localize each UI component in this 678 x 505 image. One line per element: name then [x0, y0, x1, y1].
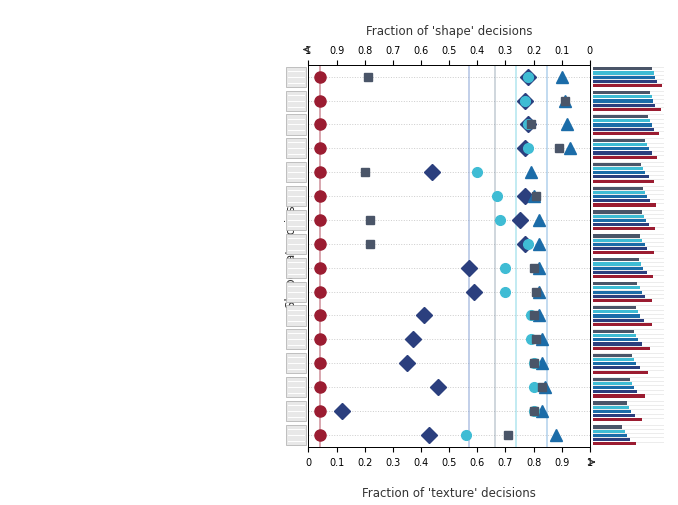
X-axis label: Fraction of 'texture' decisions: Fraction of 'texture' decisions — [362, 486, 536, 499]
FancyBboxPatch shape — [286, 425, 306, 445]
Bar — [593, 311, 638, 314]
Bar — [593, 283, 637, 286]
Bar — [593, 211, 641, 214]
Bar — [593, 267, 643, 270]
Bar — [593, 187, 643, 190]
Bar — [593, 128, 654, 131]
FancyBboxPatch shape — [286, 258, 306, 278]
Bar — [593, 215, 644, 218]
Bar — [593, 224, 649, 227]
Bar — [593, 195, 647, 199]
Bar — [593, 200, 650, 203]
Bar — [593, 235, 640, 238]
Bar — [593, 406, 629, 409]
Bar — [593, 263, 641, 266]
Bar — [593, 414, 635, 418]
Bar — [593, 191, 645, 194]
Bar — [593, 96, 652, 99]
Bar — [593, 378, 630, 381]
FancyBboxPatch shape — [286, 211, 306, 231]
Bar — [593, 334, 636, 337]
Bar — [593, 438, 631, 441]
X-axis label: Fraction of 'shape' decisions: Fraction of 'shape' decisions — [366, 25, 532, 38]
Bar — [593, 315, 640, 318]
Bar — [593, 76, 655, 80]
Bar — [593, 291, 641, 294]
FancyBboxPatch shape — [286, 234, 306, 255]
Bar — [593, 330, 634, 333]
FancyBboxPatch shape — [286, 115, 306, 135]
Bar — [593, 251, 654, 255]
FancyBboxPatch shape — [286, 139, 306, 159]
Bar — [593, 85, 662, 88]
Bar — [593, 401, 626, 405]
Bar — [593, 148, 649, 151]
FancyBboxPatch shape — [286, 354, 306, 374]
Bar — [593, 354, 632, 357]
Bar — [593, 157, 657, 160]
Bar — [593, 319, 644, 322]
Bar — [593, 124, 652, 127]
Bar — [593, 323, 652, 326]
Bar — [593, 371, 648, 374]
Bar — [593, 299, 652, 302]
Bar — [593, 168, 643, 171]
Bar — [593, 72, 654, 75]
Bar — [593, 92, 650, 95]
Y-axis label: Shape categories: Shape categories — [285, 205, 298, 308]
Bar — [593, 239, 642, 242]
Bar — [593, 338, 638, 342]
Bar — [593, 430, 624, 433]
FancyBboxPatch shape — [286, 330, 306, 349]
FancyBboxPatch shape — [286, 282, 306, 302]
Bar — [593, 176, 649, 179]
Bar — [593, 295, 645, 298]
Bar — [593, 247, 647, 250]
Bar — [593, 220, 646, 223]
Bar — [593, 367, 639, 370]
Bar — [593, 164, 641, 167]
Bar — [593, 109, 661, 112]
Bar — [593, 204, 656, 207]
Bar — [593, 81, 657, 84]
Bar — [593, 105, 655, 108]
Bar — [593, 358, 634, 362]
Bar — [593, 172, 645, 175]
FancyBboxPatch shape — [286, 91, 306, 112]
Bar — [593, 100, 653, 104]
Bar — [593, 120, 650, 123]
FancyBboxPatch shape — [286, 163, 306, 183]
Bar — [593, 132, 660, 136]
Bar — [593, 243, 645, 246]
Bar — [593, 363, 636, 366]
Bar — [593, 68, 652, 71]
Bar — [593, 410, 631, 413]
FancyBboxPatch shape — [286, 187, 306, 207]
Bar — [593, 259, 639, 262]
Bar — [593, 144, 647, 147]
FancyBboxPatch shape — [286, 306, 306, 326]
Bar — [593, 347, 650, 350]
Bar — [593, 139, 645, 143]
Bar — [593, 152, 652, 156]
Bar — [593, 287, 639, 290]
Bar — [593, 442, 636, 445]
Bar — [593, 343, 641, 346]
FancyBboxPatch shape — [286, 68, 306, 87]
Bar — [593, 271, 647, 274]
Bar — [593, 276, 653, 279]
FancyBboxPatch shape — [286, 401, 306, 421]
Bar — [593, 390, 637, 393]
Bar — [593, 307, 636, 310]
Bar — [593, 382, 632, 385]
FancyBboxPatch shape — [286, 377, 306, 397]
Bar — [593, 180, 654, 183]
Bar — [593, 434, 626, 437]
Bar — [593, 419, 641, 422]
Bar — [593, 394, 645, 398]
Bar — [593, 386, 634, 389]
Bar — [593, 426, 622, 429]
Bar — [593, 116, 648, 119]
Bar — [593, 228, 655, 231]
